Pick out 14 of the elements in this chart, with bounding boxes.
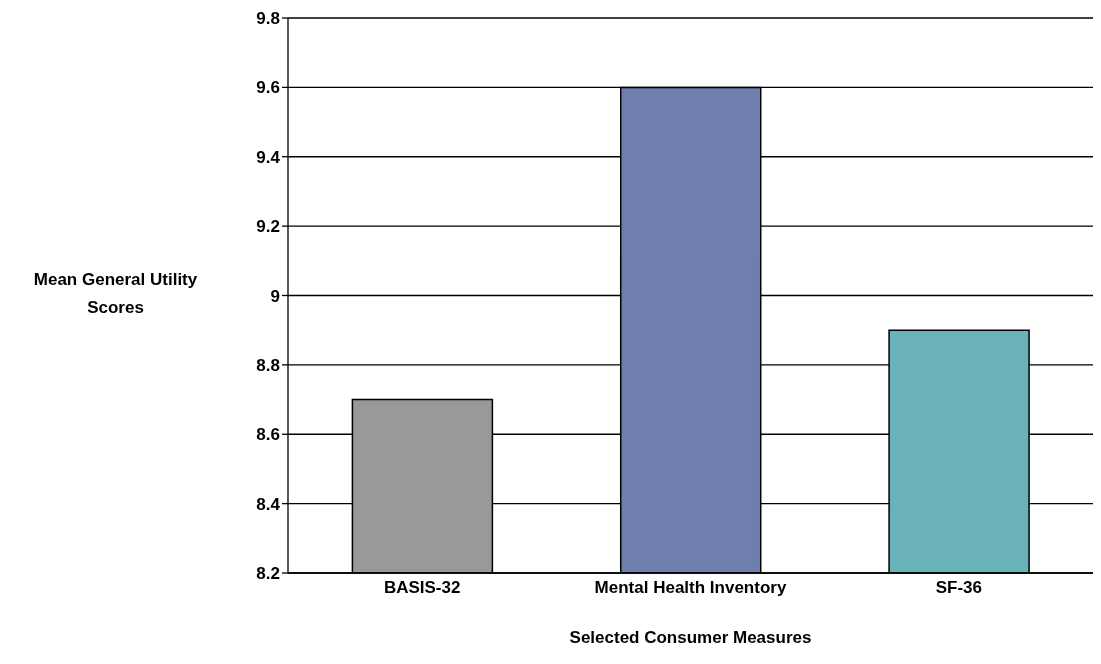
x-tick-label: Mental Health Inventory <box>594 578 787 598</box>
y-tick-label: 8.4 <box>256 494 281 514</box>
y-tick-label: 8.2 <box>256 564 280 584</box>
y-tick-label: 8.6 <box>256 425 280 445</box>
y-tick-label: 9.8 <box>256 9 280 29</box>
y-tick-label: 9.2 <box>256 217 280 237</box>
y-tick-label: 9.4 <box>256 147 281 167</box>
y-tick-label: 9.6 <box>256 78 280 98</box>
y-axis-title: Mean General Utility Scores <box>32 269 199 319</box>
x-axis-title: Selected Consumer Measures <box>569 628 812 647</box>
y-tick-label: 9 <box>270 286 280 306</box>
x-tick-label: SF-36 <box>935 578 982 598</box>
y-tick-label: 8.8 <box>256 355 280 375</box>
x-tick-label: BASIS-32 <box>383 578 461 598</box>
